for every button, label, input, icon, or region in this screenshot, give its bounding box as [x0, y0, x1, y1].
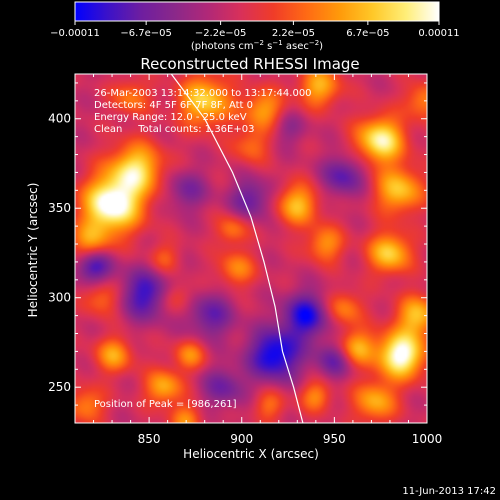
annotation-time-range: 26-Mar-2003 13:14:32.000 to 13:17:44.000 [94, 88, 312, 99]
colorbar-units-label: (photons cm−2 s−1 asec−2) [191, 39, 323, 52]
y-axis: 250 300 350 400 [48, 82, 427, 424]
colorbar-tick-label: −6.7e−05 [120, 28, 172, 39]
x-tick-label: 900 [230, 432, 253, 446]
colorbar-strip [74, 1, 440, 22]
y-tick-label: 250 [48, 380, 71, 394]
colorbar-ticks: −0.00011 −6.7e−05 −2.2e−05 2.2e−05 6.7e−05 0.… [50, 21, 460, 39]
colorbar-tick-label: 6.7e−05 [346, 28, 389, 39]
annotation-energy-range: Energy Range: 12.0 - 25.0 keV [94, 112, 247, 123]
plot-frame [74, 73, 428, 424]
footer-date: 11-Jun-2013 17:42 [402, 486, 496, 497]
colorbar-tick-label: −2.2e−05 [195, 28, 247, 39]
peak-position-label: Position of Peak = [986,261] [94, 399, 237, 410]
y-axis-label: Heliocentric Y (arcsec) [26, 183, 40, 318]
heatmap-image [75, 74, 427, 423]
y-tick-label: 300 [48, 291, 71, 305]
colorbar-tick-label: −0.00011 [50, 28, 100, 39]
y-tick-label: 350 [48, 201, 71, 215]
annotation-detectors: Detectors: 4F 5F 6F 7F 8F, Att 0 [94, 100, 253, 111]
x-axis: 850 900 950 1000 [74, 74, 443, 446]
x-tick-label: 950 [323, 432, 346, 446]
chart-title: Reconstructed RHESSI Image [140, 55, 359, 73]
annotation-clean-counts: Clean Total counts: 1.36E+03 [94, 124, 254, 135]
solar-limb-line [170, 74, 304, 423]
colorbar: −0.00011 −6.7e−05 −2.2e−05 2.2e−05 6.7e−05 0.… [50, 1, 460, 52]
x-axis-label: Heliocentric X (arcsec) [183, 447, 319, 461]
y-tick-label: 400 [48, 112, 71, 126]
plot-area [75, 74, 427, 423]
observation-annotations: 26-Mar-2003 13:14:32.000 to 13:17:44.000… [94, 88, 312, 135]
x-tick-label: 850 [138, 432, 161, 446]
colorbar-tick-label: 2.2e−05 [272, 28, 315, 39]
x-tick-label: 1000 [412, 432, 443, 446]
colorbar-tick-label: 0.00011 [418, 28, 459, 39]
